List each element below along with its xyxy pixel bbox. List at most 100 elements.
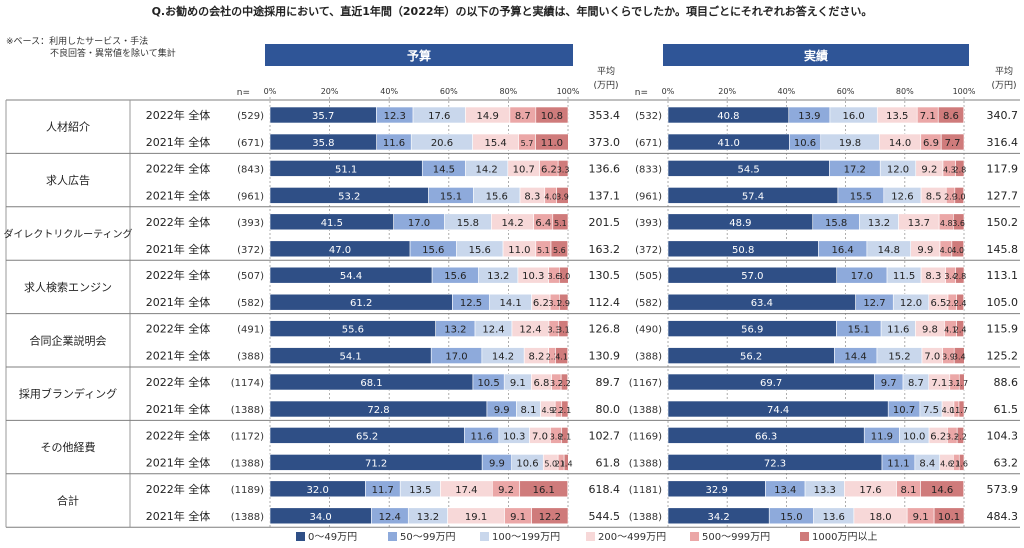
bar-value-label: 35.7 bbox=[312, 111, 334, 122]
bar-segment bbox=[559, 293, 569, 311]
bar-value-label: 11.5 bbox=[893, 271, 915, 282]
average-value: 105.0 bbox=[987, 296, 1019, 309]
legend-swatch bbox=[296, 532, 305, 541]
bar-value-label: 9.1 bbox=[510, 512, 526, 523]
axis-tick-label: 60% bbox=[837, 87, 855, 96]
sample-size: (671) bbox=[635, 138, 662, 149]
bar-segment bbox=[559, 266, 569, 284]
bar-segment bbox=[933, 507, 965, 525]
bar-value-label: 4.0 bbox=[940, 246, 953, 255]
bar-value-label: 3.1 bbox=[548, 299, 561, 308]
sample-size: (1181) bbox=[629, 485, 662, 496]
bar-value-label: 6.9 bbox=[923, 138, 939, 149]
bar-value-label: 2.1 bbox=[559, 406, 572, 415]
sample-size: (1167) bbox=[629, 378, 662, 389]
sample-size: (1388) bbox=[629, 405, 662, 416]
bar-value-label: 7.1 bbox=[920, 111, 936, 122]
sample-size: (1388) bbox=[231, 405, 264, 416]
row-year-label: 2022年 全体 bbox=[146, 215, 211, 229]
bar-value-label: 14.2 bbox=[476, 164, 498, 175]
bar-value-label: 35.8 bbox=[312, 138, 334, 149]
bar-value-label: 56.2 bbox=[740, 352, 762, 363]
bar-value-label: 9.2 bbox=[921, 164, 937, 175]
bar-value-label: 17.6 bbox=[859, 485, 881, 496]
average-value: 130.5 bbox=[589, 269, 621, 282]
bar-value-label: 14.2 bbox=[492, 352, 514, 363]
n-label: n= bbox=[237, 88, 250, 98]
bar-value-label: 15.6 bbox=[422, 245, 444, 256]
bar-value-label: 20.6 bbox=[431, 138, 453, 149]
n-label: n= bbox=[635, 88, 648, 98]
average-value: 89.7 bbox=[596, 376, 621, 389]
bar-value-label: 65.2 bbox=[356, 431, 378, 442]
bar-value-label: 10.1 bbox=[938, 512, 960, 523]
average-value: 145.8 bbox=[987, 243, 1019, 256]
bar-value-label: 3.9 bbox=[942, 353, 955, 362]
bar-value-label: 6.2 bbox=[533, 298, 549, 309]
bar-value-label: 63.4 bbox=[751, 298, 773, 309]
bar-value-label: 15.8 bbox=[457, 218, 479, 229]
average-value: 136.6 bbox=[589, 162, 621, 175]
sample-size: (393) bbox=[237, 218, 264, 229]
bar-value-label: 14.6 bbox=[931, 485, 953, 496]
bar-value-label: 7.0 bbox=[532, 431, 548, 442]
sample-size: (582) bbox=[635, 298, 662, 309]
bar-segment bbox=[955, 266, 965, 284]
category-label: ダイレクトリクルーティング bbox=[3, 228, 132, 241]
sample-size: (372) bbox=[635, 245, 662, 256]
average-value: 353.4 bbox=[589, 109, 621, 122]
bar-value-label: 10.8 bbox=[541, 111, 563, 122]
bar-segment bbox=[552, 213, 569, 231]
legend-label: 50～99万円 bbox=[400, 532, 455, 543]
average-value: 117.9 bbox=[987, 162, 1019, 175]
bar-value-label: 3.6 bbox=[952, 219, 965, 228]
bar-value-label: 3.2 bbox=[550, 379, 563, 388]
row-year-label: 2021年 全体 bbox=[146, 455, 211, 469]
bar-value-label: 17.4 bbox=[455, 485, 477, 496]
bar-value-label: 7.1 bbox=[931, 378, 947, 389]
average-value: 61.8 bbox=[596, 456, 621, 469]
bar-value-label: 15.0 bbox=[780, 512, 802, 523]
bar-value-label: 4.0 bbox=[942, 406, 955, 415]
bar-value-label: 2.4 bbox=[954, 326, 967, 335]
category-label: 求人検索エンジン bbox=[24, 280, 112, 294]
bar-value-label: 13.5 bbox=[886, 111, 908, 122]
legend-label: 100～199万円 bbox=[492, 532, 560, 543]
bar-value-label: 11.9 bbox=[871, 431, 893, 442]
row-year-label: 2021年 全体 bbox=[146, 135, 211, 149]
bar-value-label: 15.6 bbox=[486, 191, 508, 202]
legend-swatch bbox=[690, 532, 699, 541]
sample-size: (1388) bbox=[231, 512, 264, 523]
bar-segment bbox=[563, 454, 569, 471]
average-value: 104.3 bbox=[987, 429, 1019, 442]
sample-size: (961) bbox=[237, 191, 264, 202]
bar-value-label: 3.3 bbox=[946, 432, 959, 441]
bar-value-label: 5.0 bbox=[544, 459, 557, 468]
bar-value-label: 10.7 bbox=[513, 164, 535, 175]
bar-segment bbox=[956, 320, 965, 337]
bar-value-label: 6.8 bbox=[534, 378, 550, 389]
bar-value-label: 13.7 bbox=[908, 218, 930, 229]
panel-header-title: 予算 bbox=[407, 48, 431, 63]
average-value: 130.9 bbox=[589, 350, 621, 363]
average-value: 316.4 bbox=[987, 136, 1019, 149]
average-value: 125.2 bbox=[987, 350, 1019, 363]
bar-value-label: 13.6 bbox=[823, 512, 845, 523]
bar-value-label: 61.2 bbox=[350, 298, 372, 309]
axis-tick-label: 40% bbox=[778, 87, 796, 96]
bar-value-label: 2.9 bbox=[557, 299, 570, 308]
bar-value-label: 47.0 bbox=[329, 245, 351, 256]
bar-value-label: 5.1 bbox=[554, 219, 567, 228]
bar-value-label: 14.0 bbox=[889, 138, 911, 149]
legend-label: 500～999万円 bbox=[702, 532, 770, 543]
average-value: 61.5 bbox=[994, 403, 1019, 416]
panel-header-bg bbox=[265, 44, 573, 66]
row-year-label: 2021年 全体 bbox=[146, 242, 211, 256]
avg-label: 平均 bbox=[995, 65, 1013, 77]
bar-segment bbox=[953, 213, 965, 231]
bar-value-label: 2.4 bbox=[954, 299, 967, 308]
row-year-label: 2021年 全体 bbox=[146, 509, 211, 523]
bar-value-label: 3.3 bbox=[557, 165, 570, 174]
sample-size: (1189) bbox=[231, 485, 264, 496]
bar-value-label: 8.1 bbox=[901, 485, 917, 496]
